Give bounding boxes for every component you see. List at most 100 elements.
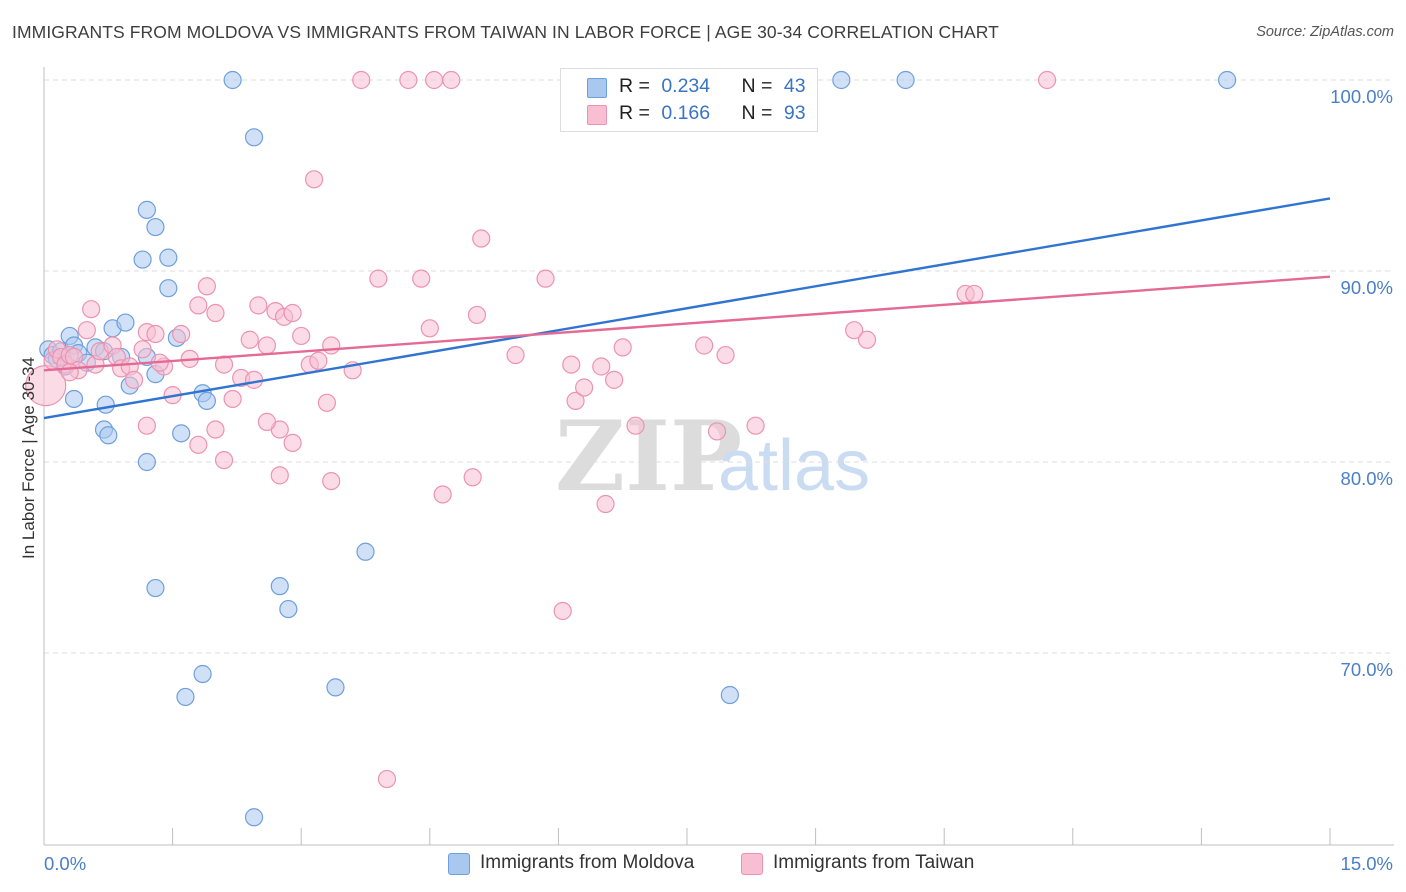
x-tick-label-min: 0.0% <box>44 853 87 874</box>
taiwan-point <box>424 70 444 90</box>
taiwan-point <box>189 296 208 315</box>
moldova-point <box>176 687 195 707</box>
moldova-point <box>832 70 851 90</box>
taiwan-point <box>257 412 277 431</box>
taiwan-point <box>223 389 242 409</box>
taiwan-point <box>309 351 328 370</box>
taiwan-point <box>304 170 324 189</box>
legend-n-label: N = <box>741 75 773 97</box>
moldova-swatch <box>587 78 607 98</box>
moldova-point <box>1218 70 1237 90</box>
taiwan-swatch <box>741 853 763 875</box>
moldova-point <box>146 217 165 237</box>
taiwan-point <box>845 321 864 340</box>
taiwan-point <box>566 391 585 410</box>
legend-n-label: N = <box>741 102 773 124</box>
legend-r-value: 0.234 <box>661 75 711 97</box>
taiwan-point <box>352 70 371 90</box>
taiwan-point <box>377 769 397 789</box>
x-tick-label-max: 15.0% <box>1340 853 1393 874</box>
moldova-point <box>172 424 191 443</box>
taiwan-point <box>442 70 461 90</box>
moldova-point <box>270 577 289 596</box>
taiwan-point <box>82 300 101 319</box>
taiwan-point <box>1037 70 1057 90</box>
taiwan-point <box>244 370 264 389</box>
y-tick-label: 90.0% <box>1340 277 1393 298</box>
legend-n-value: 93 <box>783 102 806 124</box>
moldova-point <box>64 389 84 409</box>
taiwan-point <box>463 468 482 487</box>
taiwan-point <box>206 420 225 439</box>
y-axis-label: In Labor Force | Age 30-34 <box>19 357 38 559</box>
taiwan-point <box>60 363 79 382</box>
moldova-swatch <box>448 853 470 875</box>
moldova-point <box>159 279 178 298</box>
taiwan-swatch <box>587 105 607 125</box>
moldova-point <box>197 391 216 410</box>
moldova-point <box>137 452 156 472</box>
taiwan-point <box>626 416 645 435</box>
moldova-point <box>99 426 118 445</box>
taiwan-point <box>605 370 624 389</box>
taiwan-point <box>249 296 268 315</box>
taiwan-point <box>472 229 491 248</box>
taiwan-trend-line <box>43 275 1331 372</box>
taiwan-point <box>596 494 615 514</box>
taiwan-point <box>214 450 234 470</box>
moldova-point <box>326 678 345 697</box>
chart-source: Source: ZipAtlas.com <box>1256 24 1394 40</box>
moldova-point <box>896 70 915 90</box>
series-name: Immigrants from Moldova <box>480 852 695 873</box>
legend-r-label: R = <box>619 102 650 124</box>
legend-n-value: 43 <box>783 75 806 97</box>
watermark-zip: ZIP <box>555 400 742 513</box>
moldova-point <box>720 685 739 705</box>
moldova-point <box>223 70 242 90</box>
legend-r-label: R = <box>619 75 650 97</box>
taiwan-point <box>317 393 337 412</box>
taiwan-point <box>613 338 632 357</box>
watermark-atlas: atlas <box>718 426 870 506</box>
taiwan-point <box>707 422 727 441</box>
moldova-point <box>116 313 135 332</box>
taiwan-point <box>137 416 156 435</box>
taiwan-point <box>965 284 984 304</box>
taiwan-point <box>562 355 581 374</box>
taiwan-point <box>716 345 735 365</box>
taiwan-point <box>283 433 302 452</box>
moldova-point <box>159 248 178 267</box>
moldova-point <box>146 578 165 598</box>
taiwan-point <box>322 472 341 491</box>
chart-title: IMMIGRANTS FROM MOLDOVA VS IMMIGRANTS FR… <box>12 22 999 42</box>
moldova-point <box>244 808 264 827</box>
taiwan-point <box>240 330 259 349</box>
taiwan-point <box>399 70 418 90</box>
taiwan-point <box>206 303 225 323</box>
y-tick-label: 100.0% <box>1330 86 1393 107</box>
y-tick-label: 80.0% <box>1340 468 1393 489</box>
taiwan-point <box>857 330 877 349</box>
moldova-point <box>244 128 264 147</box>
moldova-trend-line <box>43 197 1331 420</box>
taiwan-point <box>77 321 96 340</box>
moldova-point <box>96 395 115 414</box>
taiwan-point <box>592 357 611 376</box>
taiwan-point <box>536 269 555 288</box>
taiwan-point <box>257 336 277 355</box>
taiwan-point <box>420 319 439 338</box>
taiwan-point <box>746 416 765 435</box>
moldova-point <box>356 542 375 561</box>
taiwan-point <box>575 378 594 397</box>
moldova-point <box>133 250 152 269</box>
taiwan-point <box>189 435 208 454</box>
taiwan-point <box>369 269 388 288</box>
taiwan-point <box>292 326 311 346</box>
taiwan-point <box>695 336 714 355</box>
series-name: Immigrants from Taiwan <box>773 852 975 873</box>
taiwan-point <box>146 324 165 344</box>
legend-r-value: 0.166 <box>661 102 711 124</box>
taiwan-point <box>506 345 525 365</box>
taiwan-point <box>283 303 302 323</box>
